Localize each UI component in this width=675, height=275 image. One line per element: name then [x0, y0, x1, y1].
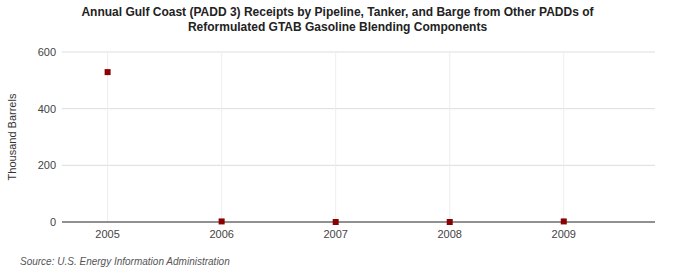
- data-point: [447, 219, 453, 225]
- x-grid-line: [563, 52, 564, 222]
- data-point: [105, 69, 111, 75]
- x-grid-line: [335, 52, 336, 222]
- source: Source: U.S. Energy Information Administ…: [20, 256, 230, 267]
- x-tick-label: 2008: [437, 228, 461, 240]
- y-tick-label: 600: [38, 46, 56, 58]
- grid: [62, 52, 655, 222]
- y-tick-label: 400: [38, 103, 56, 115]
- points: [105, 69, 567, 225]
- data-point: [219, 218, 225, 224]
- y-grid-line: [62, 108, 655, 109]
- x-tick-label: 2006: [209, 228, 233, 240]
- y-grid-line: [62, 165, 655, 166]
- y-axis-label: Thousand Barrels: [6, 93, 18, 180]
- y-grid-line: [62, 52, 655, 53]
- title: Annual Gulf Coast (PADD 3) Receipts by P…: [81, 5, 594, 34]
- x-tick-label: 2007: [323, 228, 347, 240]
- data-point: [561, 218, 567, 224]
- x-grid-line: [107, 52, 108, 222]
- data-point: [333, 219, 339, 225]
- x-grid-line: [449, 52, 450, 222]
- chart: Annual Gulf Coast (PADD 3) Receipts by P…: [0, 0, 675, 275]
- x-tick-label: 2009: [552, 228, 576, 240]
- y-tick-label: 200: [38, 159, 56, 171]
- x-tick-label: 2005: [95, 228, 119, 240]
- x-grid-line: [221, 52, 222, 222]
- y-tick-label: 0: [50, 216, 56, 228]
